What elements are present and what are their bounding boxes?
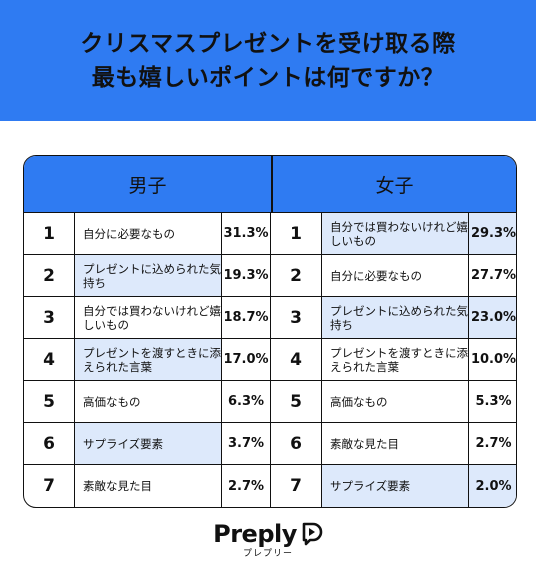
male-item: プレゼントに込められた気持ち [75,255,222,296]
female-item: 自分では買わないけれど嬉しいもの [322,213,469,254]
male-percentage: 18.7% [222,297,271,338]
male-rank: 4 [24,339,75,380]
male-percentage: 19.3% [222,255,271,296]
male-item: プレゼントを渡すときに添えられた言葉 [75,339,222,380]
female-item: 自分に必要なもの [322,255,469,296]
table-row: 7 素敵な見た目 2.7% 7 サプライズ要素 2.0% [24,465,516,507]
female-rank: 2 [271,255,322,296]
female-item: サプライズ要素 [322,465,469,507]
male-item: 高価なもの [75,381,222,422]
female-item: プレゼントに込められた気持ち [322,297,469,338]
male-item: 素敵な見た目 [75,465,222,507]
male-percentage: 17.0% [222,339,271,380]
female-percentage: 23.0% [469,297,516,338]
male-rank: 2 [24,255,75,296]
male-percentage: 6.3% [222,381,271,422]
female-percentage: 2.0% [469,465,516,507]
table-row: 3 自分では買わないけれど嬉しいもの 18.7% 3 プレゼントに込められた気持ち 23.… [24,297,516,339]
ranking-table: 男子 女子 1 自分に必要なもの 31.3% 1 自分では買わないけれど嬉しいもの 29.… [23,155,517,508]
female-percentage: 5.3% [475,394,512,409]
table-row: 2 プレゼントに込められた気持ち 19.3% 2 自分に必要なもの 27.7% [24,255,516,297]
male-rank: 7 [24,465,75,507]
female-item: プレゼントを渡すときに添えられた言葉 [322,339,469,380]
female-rank: 5 [271,381,322,422]
female-item: 素敵な見た目 [322,423,469,464]
title-line-2: 最も嬉しいポイントは何ですか？ [91,64,445,91]
male-percentage: 2.7% [222,465,271,507]
male-rank: 5 [24,381,75,422]
female-rank: 6 [271,423,322,464]
preply-logo: Preply プレプリー [0,520,536,559]
table-header: 男子 女子 [24,156,516,213]
female-rank: 3 [271,297,322,338]
table-row: 5 高価なもの 6.3% 5 高価なもの 5.3% [24,381,516,423]
female-percentage: 29.3% [469,213,516,254]
female-rank: 7 [271,465,322,507]
table-row: 4 プレゼントを渡すときに添えられた言葉 17.0% 4 プレゼントを渡すときに添えられ… [24,339,516,381]
male-rank: 1 [24,213,75,254]
female-column-header: 女子 [375,175,414,197]
male-percentage: 3.7% [222,423,271,464]
male-column-header: 男子 [128,175,167,197]
male-rank: 3 [24,297,75,338]
table-row: 1 自分に必要なもの 31.3% 1 自分では買わないけれど嬉しいもの 29.3% [24,213,516,255]
table-row: 6 サプライズ要素 3.7% 6 素敵な見た目 2.7% [24,423,516,465]
title-line-1: クリスマスプレゼントを受け取る際 [80,30,456,57]
female-percentage: 10.0% [470,352,517,367]
female-item: 高価なもの [322,381,469,422]
preply-bubble-icon [302,522,323,546]
female-percentage: 2.7% [475,436,512,451]
brand-kana: プレプリー [242,549,293,559]
male-item: 自分に必要なもの [75,213,222,254]
male-rank: 6 [24,423,75,464]
header-divider [271,156,273,213]
female-percentage: 27.7% [470,268,517,283]
male-percentage: 31.3% [222,213,271,254]
female-rank: 1 [271,213,322,254]
title-banner: クリスマスプレゼントを受け取る際 最も嬉しいポイントは何ですか？ [0,0,536,121]
female-rank: 4 [271,339,322,380]
male-item: サプライズ要素 [75,423,222,464]
male-item: 自分では買わないけれど嬉しいもの [75,297,222,338]
brand-name: Preply [213,520,297,548]
